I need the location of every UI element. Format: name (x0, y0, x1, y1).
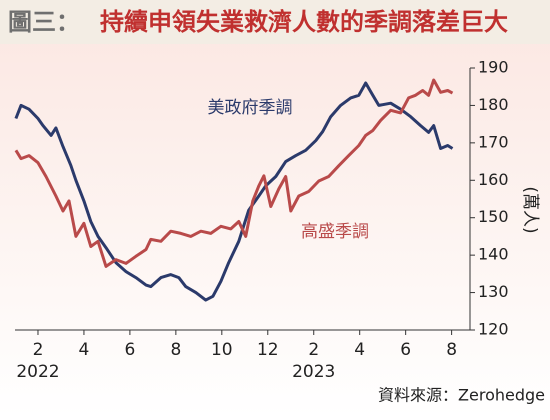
y-tick-label: 170 (478, 132, 509, 151)
series-line (14, 81, 454, 302)
series-label: 高盛季調 (301, 222, 369, 242)
y-tick-label: 180 (478, 95, 509, 114)
x-tick-label: 12 (257, 340, 279, 360)
x-tick-label: 4 (79, 340, 90, 360)
year-label: 2022 (16, 362, 59, 382)
series-label: 美政府季調 (208, 98, 293, 118)
series-line (14, 78, 454, 268)
title-bar (0, 0, 550, 44)
x-tick-label: 4 (354, 340, 365, 360)
y-tick-label: 190 (478, 58, 509, 77)
x-tick-label: 10 (211, 340, 233, 360)
chart-title: 持續申領失業救濟人數的季調落差巨大 (100, 8, 508, 36)
x-tick-label: 6 (400, 340, 411, 360)
x-tick-label: 2 (33, 340, 44, 360)
y-tick-label: 140 (478, 245, 509, 264)
y-tick-label: 160 (478, 170, 509, 189)
source: 資料來源：Zerohedge (378, 386, 545, 405)
y-tick-label: 150 (478, 207, 509, 226)
figure-label: 圖三： (8, 8, 80, 36)
year-label: 2023 (292, 362, 335, 382)
y-tick-label: 130 (478, 282, 509, 301)
x-tick-label: 6 (124, 340, 135, 360)
y-unit: (萬人) (520, 186, 540, 233)
x-tick-label: 8 (446, 340, 457, 360)
x-tick-label: 2 (308, 340, 319, 360)
x-tick-label: 8 (170, 340, 181, 360)
y-tick-label: 120 (478, 320, 509, 339)
